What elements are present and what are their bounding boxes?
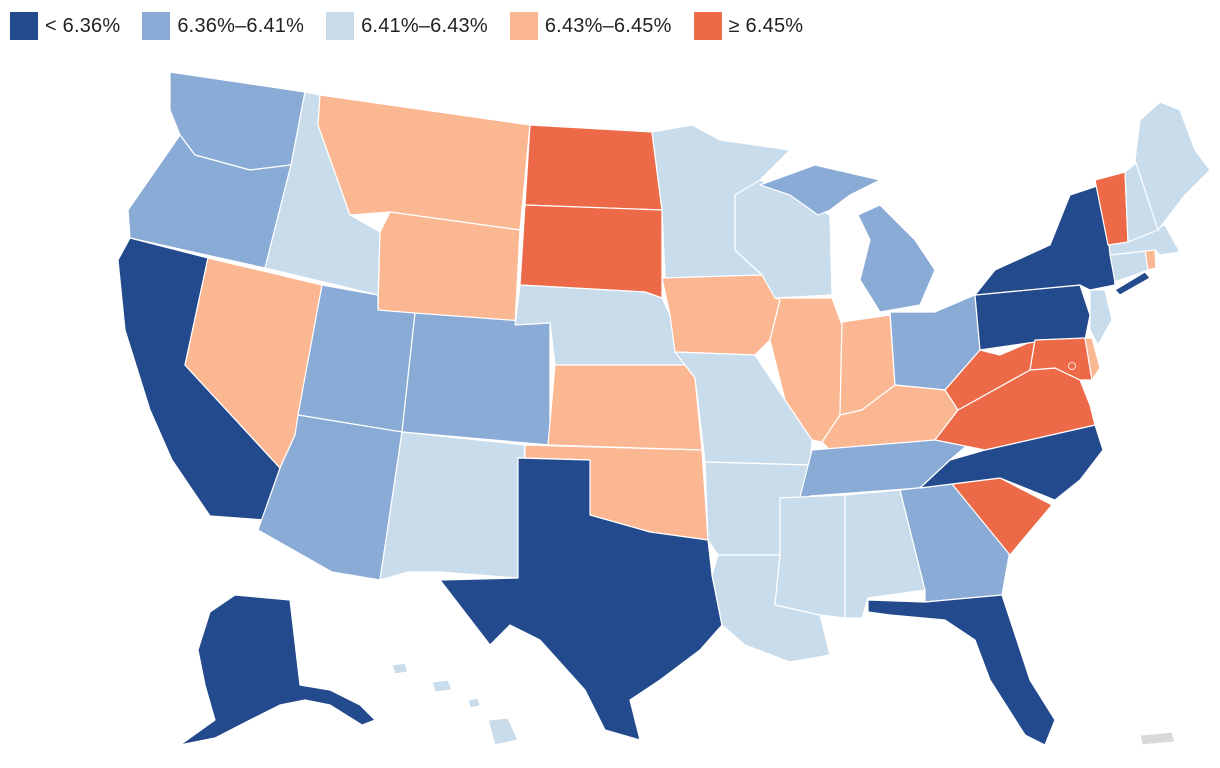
legend-item-bin-2: 6.36%–6.41%	[142, 12, 304, 40]
state-MT[interactable]	[317, 94, 531, 231]
state-NC[interactable]	[919, 424, 1104, 501]
state-NJ[interactable]	[1089, 289, 1113, 346]
territory-PR[interactable]	[1139, 731, 1176, 746]
legend-item-bin-3: 6.41%–6.43%	[326, 12, 488, 40]
legend-label-bin-4: 6.43%–6.45%	[544, 14, 672, 37]
legend-label-bin-1: < 6.36%	[45, 14, 121, 37]
state-CO[interactable]	[401, 312, 551, 446]
state-MS[interactable]	[774, 494, 846, 619]
district-DC[interactable]	[1068, 362, 1076, 370]
state-MI[interactable]	[759, 164, 936, 313]
state-DE[interactable]	[1084, 337, 1101, 381]
state-ND[interactable]	[524, 124, 663, 211]
legend-swatch-bin-2	[142, 12, 171, 40]
legend-swatch-bin-5	[693, 12, 722, 40]
state-ME[interactable]	[1134, 101, 1211, 231]
state-HI[interactable]	[391, 662, 519, 746]
state-IL[interactable]	[769, 297, 843, 443]
state-SD[interactable]	[519, 204, 663, 299]
state-WY[interactable]	[377, 211, 521, 326]
legend-item-bin-1: < 6.36%	[10, 12, 120, 40]
legend-swatch-bin-4	[509, 12, 538, 40]
state-TX[interactable]	[439, 457, 723, 741]
state-AK[interactable]	[179, 594, 376, 746]
legend-label-bin-5: ≥ 6.45%	[728, 14, 804, 37]
legend-swatch-bin-3	[326, 12, 355, 40]
legend-label-bin-3: 6.41%–6.43%	[361, 14, 488, 37]
state-NM[interactable]	[379, 431, 526, 581]
state-IA[interactable]	[661, 274, 781, 356]
legend-item-bin-5: ≥ 6.45%	[693, 12, 804, 40]
legend-label-bin-2: 6.36%–6.41%	[177, 14, 305, 37]
legend-item-bin-4: 6.43%–6.45%	[509, 12, 672, 40]
state-FL[interactable]	[867, 594, 1056, 746]
legend-swatch-bin-1	[10, 12, 38, 40]
map-legend: < 6.36% 6.36%–6.41% 6.41%–6.43% 6.43%–6.…	[10, 12, 825, 40]
state-KS[interactable]	[547, 364, 703, 451]
